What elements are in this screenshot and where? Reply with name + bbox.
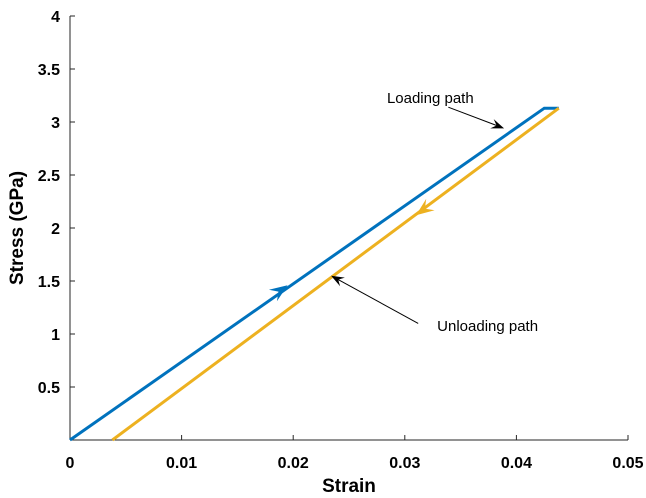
y-tick-label: 3.5 [38, 62, 60, 79]
x-tick-label: 0.05 [612, 455, 643, 472]
unloading-path-annotation-label: Unloading path [437, 318, 538, 335]
x-tick-label: 0 [66, 455, 75, 472]
y-tick-label: 2.5 [38, 168, 60, 185]
y-tick-label: 3 [51, 115, 60, 132]
x-tick-label: 0.01 [166, 455, 197, 472]
x-tick-label: 0.03 [389, 455, 420, 472]
loading-path-annotation-label: Loading path [387, 90, 474, 107]
unloading-path-annotation-arrow-line [338, 280, 418, 324]
y-tick-label: 1 [51, 327, 60, 344]
axes [70, 16, 628, 440]
unloading-path-annotation-arrowhead [331, 276, 345, 287]
x-tick-label: 0.02 [278, 455, 309, 472]
unloading-path-line [112, 108, 558, 440]
loading-path-annotation-arrow-line [448, 107, 496, 125]
x-axis-title: Strain [322, 476, 376, 497]
y-tick-label: 1.5 [38, 274, 60, 291]
annotations: Loading path Unloading path [331, 90, 538, 335]
y-axis-title: Stress (GPa) [7, 171, 28, 285]
series [70, 108, 559, 440]
ticks: 0 0.01 0.02 0.03 0.04 0.05 0.5 1 1.5 2 2.5 3 3.5 4 [38, 9, 644, 472]
y-tick-label: 0.5 [38, 380, 60, 397]
y-tick-label: 2 [51, 221, 60, 238]
y-tick-label: 4 [51, 9, 60, 26]
x-tick-label: 0.04 [501, 455, 532, 472]
loading-path-line [70, 108, 559, 440]
